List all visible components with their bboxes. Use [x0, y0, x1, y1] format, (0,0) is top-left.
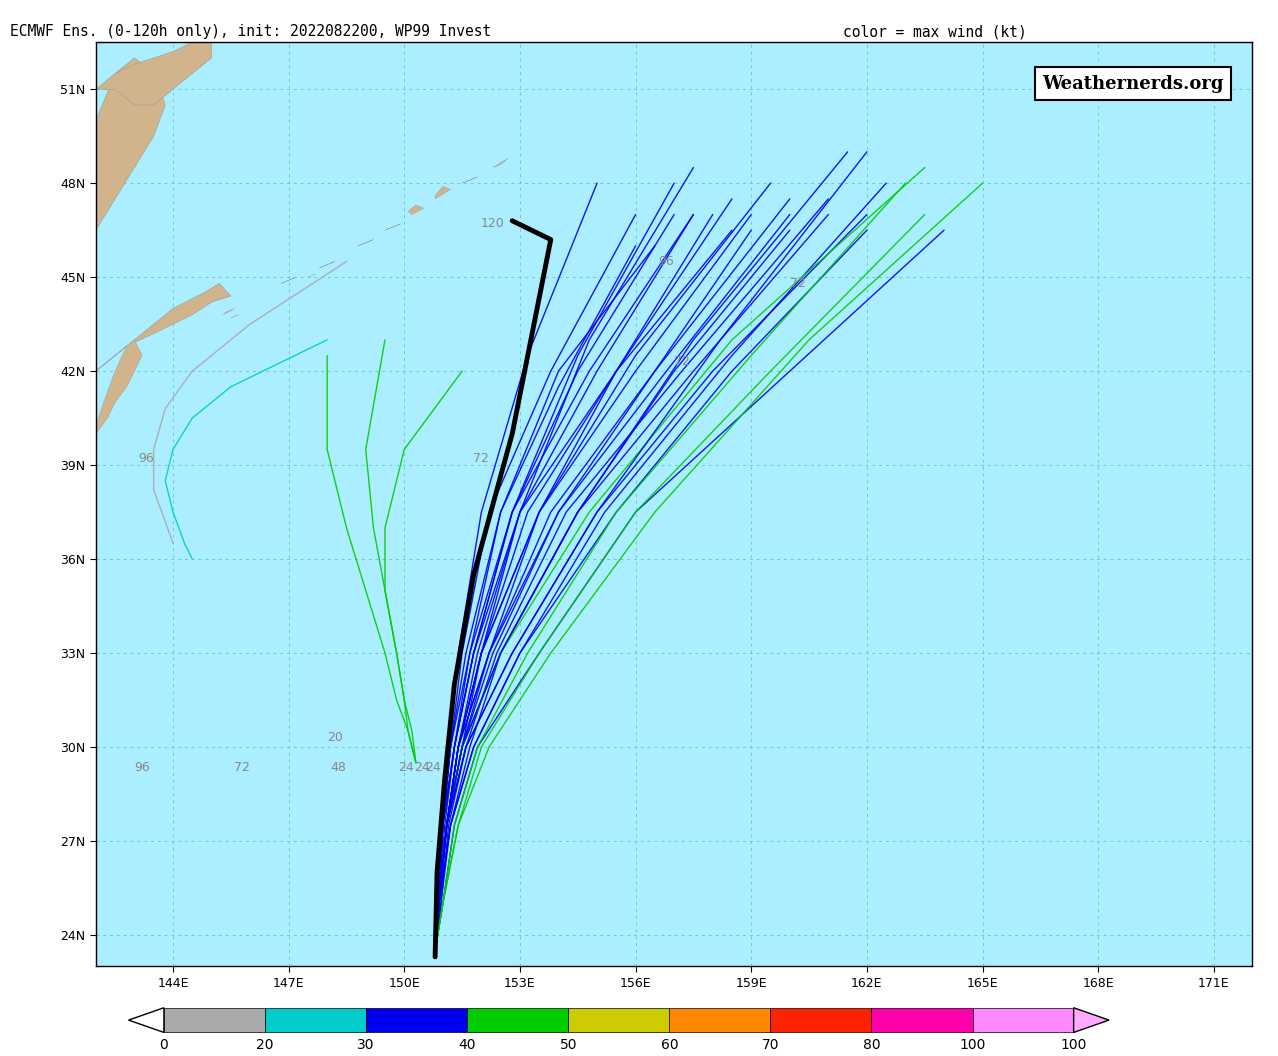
Polygon shape: [872, 1007, 973, 1033]
Polygon shape: [358, 240, 373, 246]
Text: 20: 20: [327, 731, 343, 744]
Text: 24: 24: [414, 760, 429, 774]
Polygon shape: [569, 1007, 670, 1033]
Text: 96: 96: [138, 452, 153, 466]
Text: 72: 72: [790, 277, 805, 290]
Polygon shape: [493, 158, 509, 168]
Polygon shape: [1074, 1007, 1109, 1033]
Polygon shape: [224, 308, 235, 315]
Polygon shape: [670, 1007, 771, 1033]
Polygon shape: [88, 340, 142, 450]
Text: 30: 30: [358, 1038, 374, 1052]
Text: 96: 96: [658, 254, 675, 268]
Text: 70: 70: [762, 1038, 780, 1052]
Text: 24: 24: [426, 760, 441, 774]
Polygon shape: [435, 186, 451, 199]
Text: 48: 48: [331, 760, 346, 774]
Polygon shape: [88, 58, 165, 230]
Polygon shape: [463, 177, 478, 183]
Polygon shape: [0, 418, 88, 700]
Text: 0: 0: [160, 1038, 169, 1052]
Polygon shape: [231, 315, 239, 318]
Polygon shape: [96, 42, 212, 105]
Text: 100: 100: [960, 1038, 985, 1052]
Polygon shape: [281, 277, 296, 283]
Polygon shape: [265, 1007, 366, 1033]
Polygon shape: [58, 283, 231, 402]
Text: 50: 50: [560, 1038, 576, 1052]
Polygon shape: [771, 1007, 872, 1033]
Text: Weathernerds.org: Weathernerds.org: [1042, 75, 1223, 93]
Polygon shape: [308, 274, 316, 277]
Polygon shape: [385, 224, 400, 230]
Text: 80: 80: [863, 1038, 881, 1052]
Polygon shape: [973, 1007, 1074, 1033]
Text: 24: 24: [399, 760, 414, 774]
Polygon shape: [164, 1007, 265, 1033]
Text: 60: 60: [661, 1038, 679, 1052]
Text: 72: 72: [234, 760, 250, 774]
Text: 120: 120: [481, 218, 505, 230]
Polygon shape: [129, 1007, 164, 1033]
Text: color = max wind (kt): color = max wind (kt): [843, 24, 1028, 39]
Text: ECMWF Ens. (0-120h only), init: 2022082200, WP99 Invest: ECMWF Ens. (0-120h only), init: 20220822…: [10, 24, 492, 39]
Text: 100: 100: [1061, 1038, 1086, 1052]
Text: 72: 72: [473, 452, 489, 466]
Text: 20: 20: [257, 1038, 273, 1052]
Polygon shape: [366, 1007, 468, 1033]
Text: 72: 72: [674, 355, 690, 369]
Text: 96: 96: [134, 760, 150, 774]
Polygon shape: [468, 1007, 569, 1033]
Polygon shape: [320, 262, 335, 268]
Polygon shape: [408, 205, 423, 214]
Text: 40: 40: [459, 1038, 475, 1052]
